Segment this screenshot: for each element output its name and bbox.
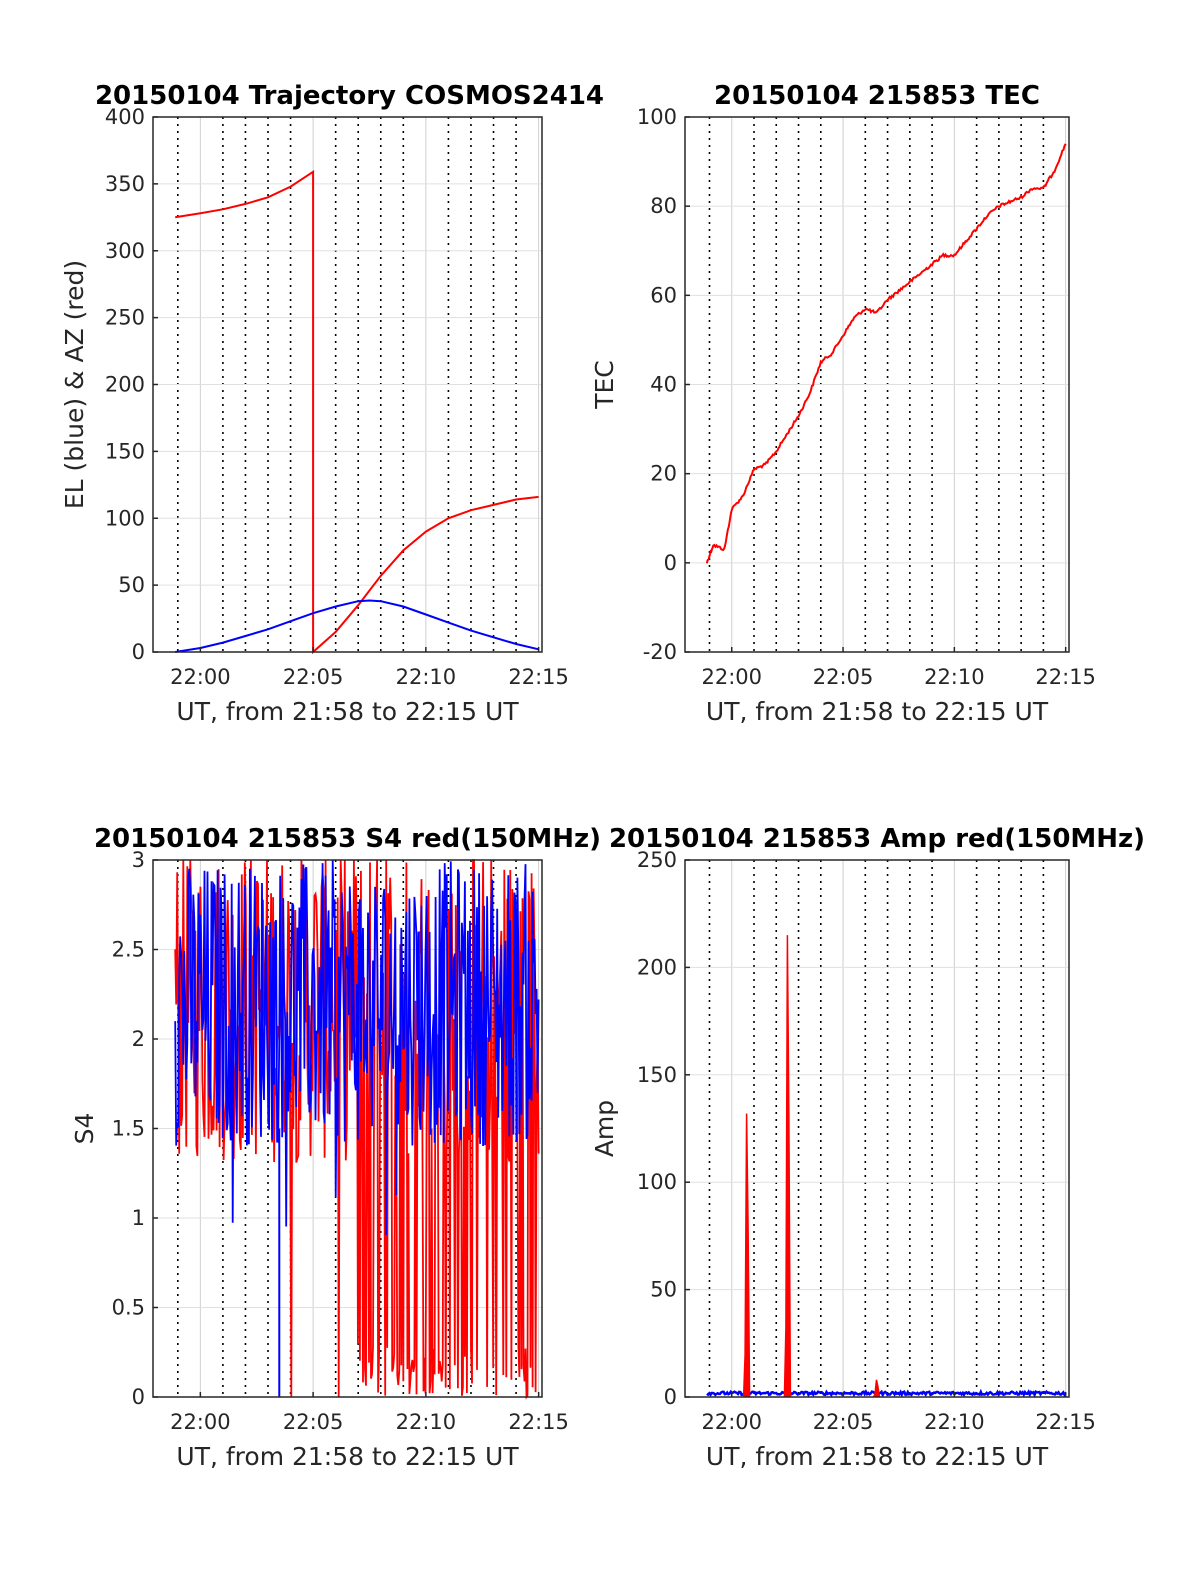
trajectory-blue-series — [175, 599, 539, 653]
trajectory-x-tick-label: 22:00 — [170, 665, 231, 689]
s4-y-tick-label: 2.5 — [112, 938, 145, 962]
amp-y-tick-label: 50 — [650, 1278, 677, 1302]
tec-red-series — [705, 143, 1067, 564]
s4-panel: 22:00 22:05 22:10 22:15 0 0.5 1 1.5 2 2.5 3 201501… — [70, 824, 601, 1471]
amp-grid — [685, 859, 1069, 1398]
tec-x-tick-label: 22:15 — [1035, 665, 1096, 689]
tec-y-tick-label: 80 — [650, 194, 677, 218]
s4-x-tick-label: 22:15 — [508, 1410, 569, 1434]
amp-red-spike — [742, 1113, 751, 1398]
amp-x-tick-label: 22:00 — [701, 1410, 762, 1434]
trajectory-panel: 22:00 22:05 22:10 22:15 0 50 100 150 200 250 300 35… — [60, 81, 604, 726]
s4-title: 20150104 215853 S4 red(150MHz) — [94, 824, 601, 854]
trajectory-y-tick-label: 400 — [105, 105, 145, 129]
amp-y-tick-label: 150 — [637, 1063, 677, 1087]
amp-y-tick-label: 250 — [637, 848, 677, 872]
tec-x-tick-label: 22:05 — [813, 665, 874, 689]
amp-x-tick-label: 22:05 — [813, 1410, 874, 1434]
s4-y-tick-label: 0 — [132, 1385, 145, 1409]
s4-blue-series — [174, 860, 540, 1236]
s4-y-tick-label: 1.5 — [112, 1117, 145, 1141]
amp-axes-box — [684, 859, 1070, 1398]
amp-title: 20150104 215853 Amp red(150MHz) — [609, 824, 1145, 854]
tec-lines — [705, 143, 1067, 564]
trajectory-y-tick-label: 50 — [118, 573, 145, 597]
tec-title: 20150104 215853 TEC — [714, 81, 1040, 111]
s4-x-tick-label: 22:10 — [396, 1410, 457, 1434]
trajectory-lines — [175, 169, 539, 655]
tec-y-tick-label: 20 — [650, 462, 677, 486]
s4-lines — [174, 859, 540, 1400]
s4-ticks: 22:00 22:05 22:10 22:15 0 0.5 1 1.5 2 2.5 3 — [112, 848, 569, 1434]
s4-ylabel: S4 — [70, 1113, 99, 1145]
trajectory-y-tick-label: 200 — [105, 373, 145, 397]
amp-x-tick-label: 22:15 — [1035, 1410, 1096, 1434]
s4-x-tick-label: 22:00 — [170, 1410, 231, 1434]
trajectory-ylabel: EL (blue) & AZ (red) — [60, 260, 89, 509]
amp-blue-series — [706, 1388, 1067, 1398]
trajectory-y-tick-label: 300 — [105, 239, 145, 263]
amp-x-tick-label: 22:10 — [924, 1410, 985, 1434]
tec-x-tick-label: 22:00 — [701, 665, 762, 689]
trajectory-y-tick-label: 0 — [132, 640, 145, 664]
trajectory-title: 20150104 Trajectory COSMOS2414 — [95, 81, 604, 111]
amp-panel: 22:00 22:05 22:10 22:15 0 50 100 150 200 250 2015… — [590, 824, 1145, 1471]
trajectory-y-tick-label: 100 — [105, 506, 145, 530]
trajectory-x-tick-label: 22:05 — [283, 665, 344, 689]
tec-ylabel: TEC — [590, 360, 619, 410]
trajectory-x-tick-label: 22:15 — [508, 665, 569, 689]
s4-y-tick-label: 1 — [132, 1206, 145, 1230]
amp-lines — [706, 935, 1067, 1398]
tec-y-tick-label: 100 — [637, 105, 677, 129]
trajectory-x-tick-label: 22:10 — [396, 665, 457, 689]
tec-y-tick-label: 60 — [650, 283, 677, 307]
amp-red-spike — [783, 935, 792, 1398]
s4-xlabel: UT, from 21:58 to 22:15 UT — [176, 1442, 519, 1471]
s4-x-tick-label: 22:05 — [283, 1410, 344, 1434]
amp-ticks: 22:00 22:05 22:10 22:15 0 50 100 150 200 250 — [637, 848, 1096, 1434]
amp-ylabel: Amp — [590, 1100, 619, 1157]
amp-xlabel: UT, from 21:58 to 22:15 UT — [706, 1442, 1049, 1471]
amp-y-tick-label: 100 — [637, 1170, 677, 1194]
trajectory-xlabel: UT, from 21:58 to 22:15 UT — [176, 697, 519, 726]
tec-y-tick-label: 40 — [650, 373, 677, 397]
amp-y-tick-label: 200 — [637, 955, 677, 979]
tec-y-tick-label: 0 — [664, 551, 677, 575]
amp-red-spike — [872, 1379, 881, 1398]
trajectory-y-tick-label: 350 — [105, 172, 145, 196]
s4-y-tick-label: 2 — [132, 1027, 145, 1051]
trajectory-red-series — [175, 169, 539, 655]
trajectory-grid — [153, 116, 542, 653]
s4-y-tick-label: 3 — [132, 848, 145, 872]
tec-panel: 22:00 22:05 22:10 22:15 -20 0 20 40 60 80 100 2015… — [590, 81, 1096, 726]
tec-ticks: 22:00 22:05 22:10 22:15 -20 0 20 40 60 80 100 — [637, 105, 1096, 689]
trajectory-ticks: 22:00 22:05 22:10 22:15 0 50 100 150 200 250 300 35… — [105, 105, 569, 689]
tec-xlabel: UT, from 21:58 to 22:15 UT — [706, 697, 1049, 726]
tec-grid — [685, 116, 1069, 653]
amp-y-tick-label: 0 — [664, 1385, 677, 1409]
s4-y-tick-label: 0.5 — [112, 1296, 145, 1320]
trajectory-y-tick-label: 250 — [105, 306, 145, 330]
trajectory-y-tick-label: 150 — [105, 439, 145, 463]
tec-x-tick-label: 22:10 — [924, 665, 985, 689]
tec-y-tick-label: -20 — [643, 640, 677, 664]
